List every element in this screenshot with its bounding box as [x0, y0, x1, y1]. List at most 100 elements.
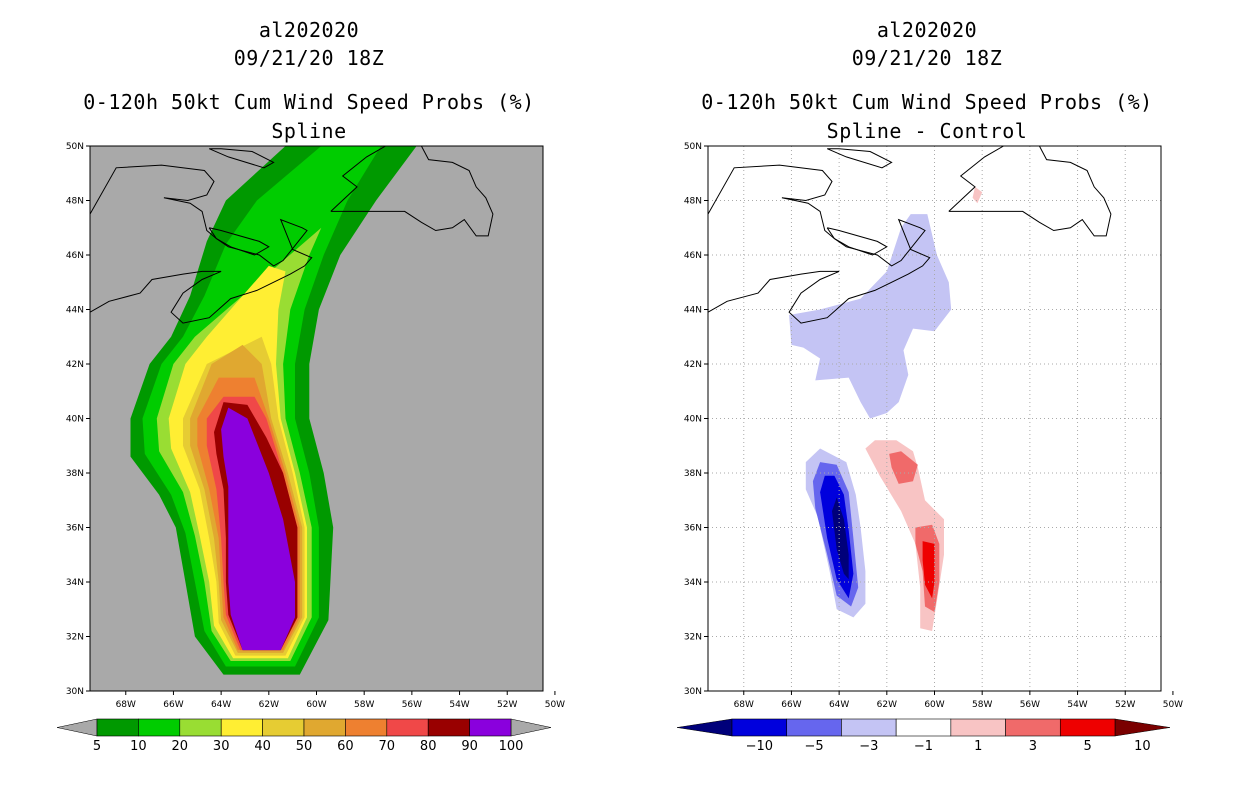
right-chart-panel: al202020 09/21/20 18Z 0-120h 50kt Cum Wi… — [618, 0, 1236, 800]
colorbar-swatch — [895, 718, 952, 737]
lon-tick-label: 66W — [781, 700, 801, 710]
colorbar-label: 10 — [130, 739, 147, 754]
lon-tick-label: 50W — [1163, 700, 1183, 710]
lat-tick-label: 36N — [684, 524, 702, 534]
storm-id: al202020 — [258, 18, 360, 42]
colorbar-label: −3 — [859, 739, 878, 754]
lat-tick-label: 40N — [684, 415, 702, 425]
coastline — [209, 148, 275, 169]
colorbar-label: 30 — [213, 739, 230, 754]
lat-tick-label: 36N — [66, 524, 84, 534]
colorbar-under-arrow — [56, 718, 98, 737]
lat-tick-label: 34N — [684, 578, 702, 588]
coastline — [948, 146, 1112, 237]
colorbar-over-arrow — [1114, 718, 1171, 737]
chart-subtitle: Spline — [271, 119, 347, 143]
lat-tick-label: 42N — [66, 360, 84, 370]
chart-subtitle: Spline - Control — [826, 119, 1028, 143]
colorbar-label: 80 — [420, 739, 437, 754]
lat-tick-label: 38N — [684, 469, 702, 479]
lat-tick-label: 44N — [66, 306, 84, 316]
colorbar-label: −10 — [746, 739, 773, 754]
lat-tick-label: 34N — [66, 578, 84, 588]
colorbar-swatch — [220, 718, 263, 737]
colorbar-swatch — [1059, 718, 1116, 737]
colorbar-swatch — [1005, 718, 1061, 737]
colorbar-swatch — [303, 718, 346, 737]
chart-title: 0-120h 50kt Cum Wind Speed Probs (%) — [701, 90, 1153, 114]
chart-title: 0-120h 50kt Cum Wind Speed Probs (%) — [83, 90, 535, 114]
lon-tick-label: 52W — [1115, 700, 1135, 710]
probability-map: 68W 66W 64W 62W 60W 58W 56W 54W 52W 50W 30N 32N 34N 3… — [56, 142, 565, 754]
lon-tick-label: 64W — [829, 700, 849, 710]
lon-tick-label: 58W — [354, 700, 374, 710]
coastline — [826, 227, 888, 256]
colorbar-label: 10 — [1134, 739, 1151, 754]
colorbar-swatch — [950, 718, 1006, 737]
colorbar-swatch — [427, 718, 470, 737]
lat-tick-label: 32N — [66, 633, 84, 643]
lon-tick-label: 52W — [497, 700, 517, 710]
left-chart-panel: al202020 09/21/20 18Z 0-120h 50kt Cum Wi… — [56, 18, 565, 754]
lat-tick-label: 50N — [684, 142, 702, 152]
lat-tick-label: 40N — [66, 415, 84, 425]
lat-tick-label: 46N — [66, 251, 84, 261]
lat-tick-label: 48N — [66, 197, 84, 207]
lon-tick-label: 50W — [545, 700, 565, 710]
storm-id: al202020 — [876, 18, 978, 42]
lat-tick-label: 32N — [684, 633, 702, 643]
colorbar-swatch — [386, 718, 429, 737]
contour-band-90 — [221, 407, 295, 651]
colorbar-label: 60 — [337, 739, 354, 754]
contour-band-3 — [889, 451, 918, 484]
difference-map: 68W 66W 64W 62W 60W 58W 56W 54W 52W 50W 30N 32N 34N 3… — [676, 142, 1183, 754]
coastline — [330, 146, 494, 237]
lat-tick-label: 50N — [66, 142, 84, 152]
colorbar-label: 90 — [461, 739, 478, 754]
colorbar-swatch — [138, 718, 181, 737]
lon-tick-label: 56W — [402, 700, 422, 710]
colorbar-label: 40 — [254, 739, 271, 754]
colorbar-swatch — [786, 718, 842, 737]
colorbar-label: 70 — [379, 739, 396, 754]
colorbar-label: 5 — [93, 739, 101, 754]
colorbar-label: −1 — [914, 739, 933, 754]
lon-tick-label: 60W — [306, 700, 326, 710]
coastline — [90, 164, 313, 324]
lon-tick-label: 54W — [449, 700, 469, 710]
coastline — [708, 164, 931, 324]
colorbar-swatch — [179, 718, 222, 737]
colorbar-over-arrow — [510, 718, 552, 737]
lat-tick-label: 30N — [66, 687, 84, 697]
lon-tick-label: 62W — [877, 700, 897, 710]
lat-tick-label: 44N — [684, 306, 702, 316]
colorbar-swatch — [731, 718, 788, 737]
colorbar-label: 3 — [1029, 739, 1037, 754]
lat-tick-label: 48N — [684, 197, 702, 207]
datetime: 09/21/20 18Z — [851, 46, 1003, 70]
colorbar-swatch — [841, 718, 897, 737]
lat-tick-label: 46N — [684, 251, 702, 261]
colorbar-label: 5 — [1084, 739, 1092, 754]
colorbar-swatch — [469, 718, 512, 737]
lon-tick-label: 68W — [116, 700, 136, 710]
contour-band--1 — [789, 214, 952, 419]
datetime: 09/21/20 18Z — [233, 46, 385, 70]
coastline — [827, 148, 893, 169]
lon-tick-label: 64W — [211, 700, 231, 710]
lon-tick-label: 56W — [1020, 700, 1040, 710]
lon-tick-label: 68W — [734, 700, 754, 710]
lon-tick-label: 58W — [972, 700, 992, 710]
lat-tick-label: 38N — [66, 469, 84, 479]
contour-band--10 — [832, 497, 849, 580]
contour-band-1 — [972, 186, 983, 204]
colorbar-label: 100 — [499, 739, 524, 754]
contour-band-5 — [922, 541, 935, 599]
colorbar-swatch — [345, 718, 388, 737]
colorbar-label: 20 — [172, 739, 189, 754]
lon-tick-label: 54W — [1067, 700, 1087, 710]
lon-tick-label: 60W — [924, 700, 944, 710]
colorbar-under-arrow — [676, 718, 733, 737]
lon-tick-label: 66W — [163, 700, 183, 710]
lat-tick-label: 42N — [684, 360, 702, 370]
